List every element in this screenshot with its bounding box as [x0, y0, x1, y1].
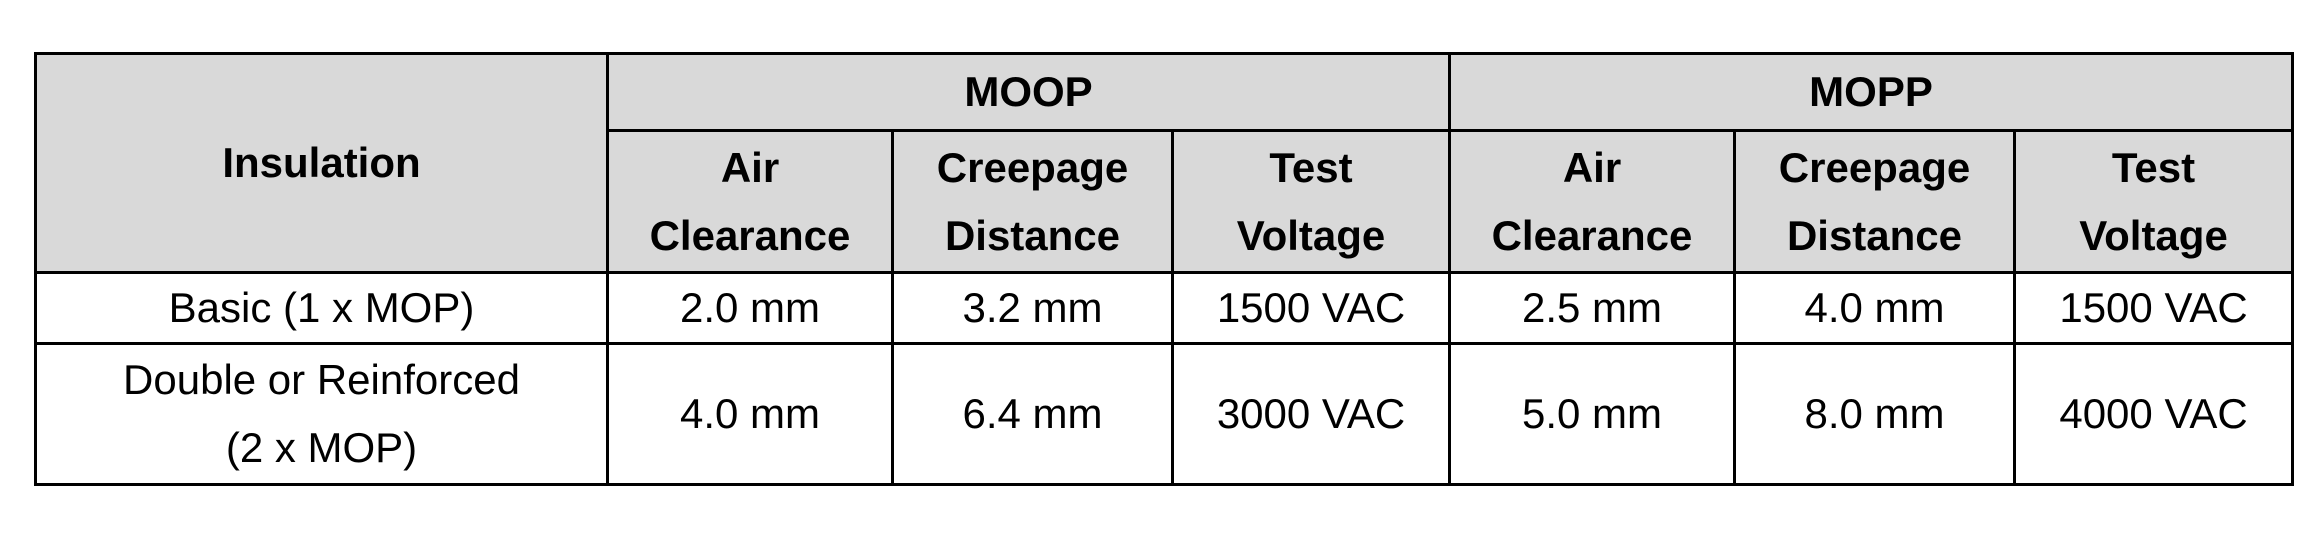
group-header: MOOP — [606, 52, 1451, 132]
row-label-header: Insulation — [34, 52, 609, 274]
data-cell: 4.0 mm — [1733, 271, 2016, 345]
cell-line: Air — [720, 143, 780, 191]
data-cell: 6.4 mm — [891, 342, 1174, 486]
cell-line: (2 x MOP) — [225, 424, 418, 471]
data-cell: 2.0 mm — [606, 271, 894, 345]
subcolumn-header: Test Voltage — [1171, 129, 1451, 274]
subcolumn-header: Air Clearance — [606, 129, 894, 274]
cell-line: Creepage — [1778, 143, 1971, 191]
header-row: Insulation MOOP MOPP — [34, 52, 2295, 274]
data-cell: 2.5 mm — [1448, 271, 1736, 345]
cell-line: Test — [1269, 143, 1353, 191]
cell-line: Creepage — [936, 143, 1129, 191]
subcolumn-header: Creepage Distance — [1733, 129, 2016, 274]
cell-line: Clearance — [1491, 211, 1693, 259]
data-cell: 3000 VAC — [1171, 342, 1451, 486]
data-cell: 3.2 mm — [891, 271, 1174, 345]
data-cell: 1500 VAC — [1171, 271, 1451, 345]
subcolumn-header: Test Voltage — [2012, 129, 2295, 274]
group-header: MOPP — [1447, 52, 2295, 132]
data-cell: 5.0 mm — [1448, 342, 1736, 486]
data-row: Basic (1 x MOP) 2.0 mm 3.2 mm 1500 VAC 2.5 m… — [34, 271, 2295, 345]
cell-line: Basic (1 x MOP) — [168, 284, 475, 331]
cell-line: Test — [2111, 143, 2196, 191]
subcolumn-header: Creepage Distance — [891, 129, 1174, 274]
cell-line: Air — [1562, 143, 1622, 191]
row-label: Basic (1 x MOP) — [34, 271, 609, 345]
subheader-row: Air Clearance Creepage Distance Test Voltage A… — [36, 129, 2295, 274]
row-label: Double or Reinforced (2 x MOP) — [34, 342, 609, 486]
data-cell: 8.0 mm — [1733, 342, 2016, 486]
cell-line: Clearance — [649, 211, 851, 259]
data-cell: 4000 VAC — [2012, 342, 2295, 486]
cell-line: Voltage — [2079, 211, 2228, 259]
data-cell: 1500 VAC — [2012, 271, 2295, 345]
subcolumn-header: Air Clearance — [1448, 129, 1736, 274]
cell-line: Distance — [1786, 211, 1963, 259]
cell-line: Distance — [944, 211, 1121, 259]
cell-line: Voltage — [1236, 211, 1386, 259]
cell-line: Double or Reinforced — [123, 356, 520, 403]
insulation-table: Insulation MOOP MOPP Air Clearance Creepage Di… — [34, 52, 2295, 486]
data-row: Double or Reinforced (2 x MOP) 4.0 mm 6.4 m… — [34, 342, 2295, 486]
data-cell: 4.0 mm — [606, 342, 894, 486]
